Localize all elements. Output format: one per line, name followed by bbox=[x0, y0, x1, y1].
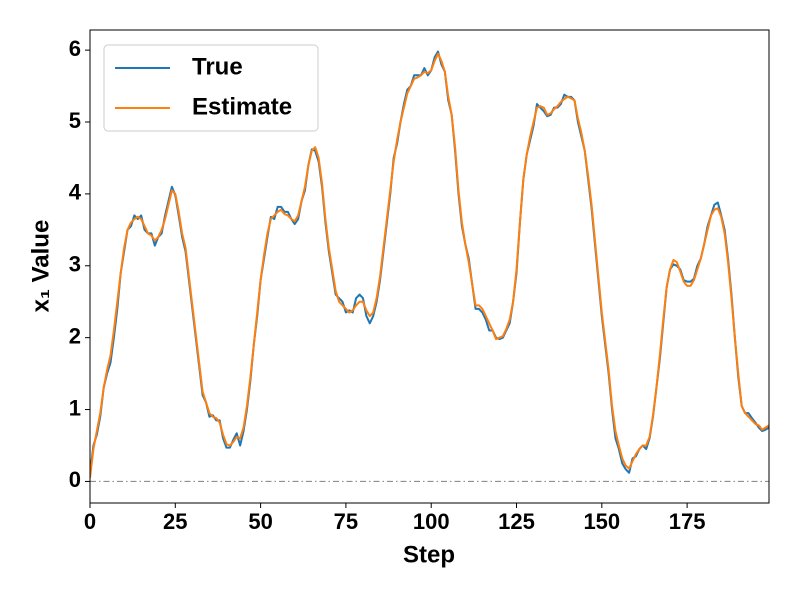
x-tick-label: 100 bbox=[413, 509, 450, 534]
x-axis-label: Step bbox=[403, 541, 455, 568]
y-tick-label: 2 bbox=[69, 323, 81, 348]
y-tick-label: 4 bbox=[69, 180, 82, 205]
plot-area bbox=[90, 50, 769, 482]
x-tick-label: 50 bbox=[248, 509, 272, 534]
y-tick-label: 6 bbox=[69, 36, 81, 61]
legend-box bbox=[103, 44, 319, 132]
plot-frame bbox=[89, 29, 770, 504]
y-tick-label: 0 bbox=[69, 467, 81, 492]
x-tick-label: 75 bbox=[334, 509, 358, 534]
y-tick-label: 1 bbox=[69, 395, 81, 420]
y-tick-label: 3 bbox=[69, 252, 81, 277]
y-axis-label: x₁ Value bbox=[27, 220, 54, 313]
x-tick-label: 0 bbox=[84, 509, 96, 534]
x-tick-label: 150 bbox=[583, 509, 620, 534]
legend-label: True bbox=[192, 53, 243, 80]
y-tick-label: 5 bbox=[69, 108, 81, 133]
x-tick-label: 175 bbox=[669, 509, 706, 534]
x-tick-label: 25 bbox=[163, 509, 187, 534]
legend-label: Estimate bbox=[192, 93, 292, 120]
x-tick-label: 125 bbox=[498, 509, 535, 534]
series-line bbox=[90, 52, 769, 478]
